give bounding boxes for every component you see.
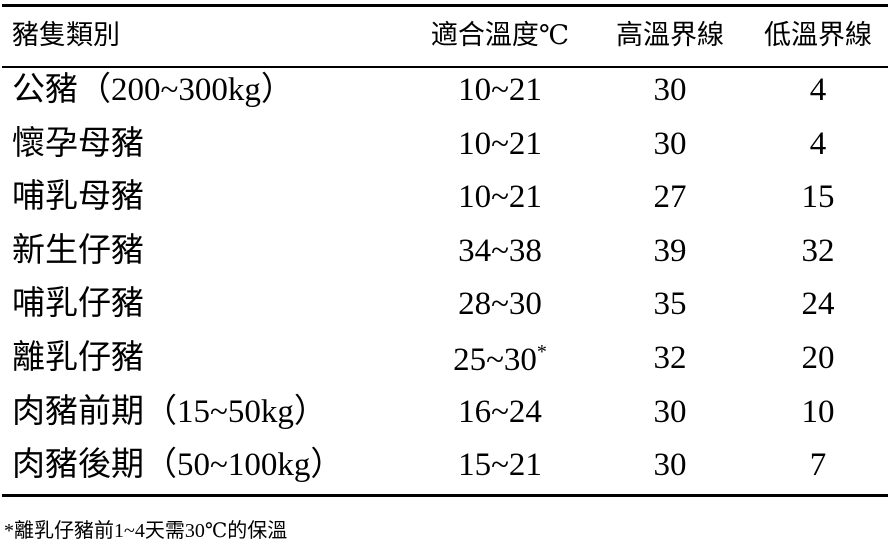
header-cell: 高溫界線: [616, 20, 724, 50]
value-cell: 30: [653, 125, 687, 162]
row-label: 哺乳母豬: [12, 179, 144, 216]
row-label: 懷孕母豬: [12, 125, 144, 162]
row-label: 新生仔豬: [12, 232, 144, 269]
value-cell: 30: [653, 447, 687, 484]
value-cell: 32: [801, 232, 835, 269]
value-cell: 15~21: [458, 447, 542, 484]
note-mark: *: [536, 341, 547, 363]
row-label: 離乳仔豬: [12, 340, 144, 376]
value-cell: 4: [809, 72, 827, 108]
value-cell: 7: [809, 447, 827, 484]
header-cell: 低溫界線: [764, 20, 872, 50]
cell-text: 25~30: [453, 342, 537, 378]
bottom-rule: [2, 494, 888, 497]
value-cell: 16~24: [458, 393, 542, 430]
value-cell: 10~21: [458, 125, 542, 162]
header-cell: 適合溫度℃: [430, 20, 570, 50]
value-cell: 39: [653, 232, 687, 269]
header-cell: 豬隻類別: [12, 20, 120, 50]
value-cell: 10~21: [458, 72, 542, 108]
value-cell: 25~30*: [453, 342, 547, 377]
value-cell: 10~21: [458, 179, 542, 216]
header-rule: [2, 66, 888, 68]
value-cell: 20: [801, 340, 835, 376]
value-cell: 35: [653, 286, 687, 323]
top-rule: [2, 4, 888, 7]
row-label: 公豬（200~300kg）: [12, 72, 294, 108]
value-cell: 4: [809, 125, 827, 162]
value-cell: 28~30: [458, 286, 542, 323]
value-cell: 27: [653, 179, 687, 216]
value-cell: 30: [653, 393, 687, 430]
value-cell: 24: [801, 286, 835, 323]
value-cell: 30: [653, 72, 687, 108]
value-cell: 32: [653, 340, 687, 376]
value-cell: 15: [801, 179, 835, 216]
row-label: 哺乳仔豬: [12, 286, 144, 323]
value-cell: 34~38: [458, 232, 542, 269]
footnote: *離乳仔豬前1~4天需30℃的保溫: [4, 520, 288, 542]
row-label: 肉豬前期（15~50kg）: [12, 393, 327, 430]
value-cell: 10: [801, 393, 835, 430]
row-label: 肉豬後期（50~100kg）: [12, 447, 344, 484]
